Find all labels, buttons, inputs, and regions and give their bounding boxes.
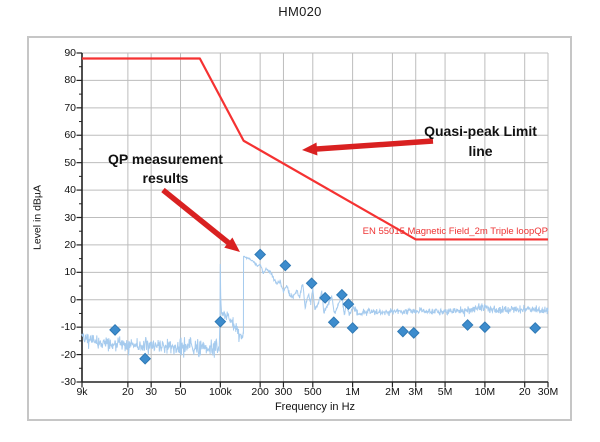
- annotation-quasi-peak-limit: Quasi-peak Limit line: [424, 123, 537, 159]
- y-tick-label: 80: [64, 74, 76, 87]
- x-tick-label: 50: [174, 386, 187, 398]
- x-tick-label: 5M: [437, 386, 453, 398]
- y-tick-label: 0: [70, 293, 76, 306]
- x-tick-label: 3M: [408, 386, 424, 398]
- x-tick-label: 30: [145, 386, 157, 398]
- y-tick-label: 90: [64, 47, 76, 59]
- x-tick-label: 20: [122, 386, 134, 398]
- y-tick-label: -10: [60, 321, 76, 334]
- x-tick-label: 300: [274, 386, 293, 398]
- x-tick-label: 2M: [385, 386, 400, 398]
- x-tick-label: 200: [251, 386, 269, 398]
- y-tick-label: -30: [60, 376, 76, 388]
- y-tick-label: 40: [64, 184, 76, 197]
- y-tick-label: 30: [64, 211, 76, 224]
- x-tick-label: 9k: [76, 386, 88, 398]
- annotation-qp-results: QP measurement results: [108, 151, 223, 186]
- y-tick-label: -20: [60, 348, 76, 361]
- limit-line-legend: EN 55015 Magnetic Field_2m Triple loopQP: [362, 226, 548, 237]
- y-tick-label: 50: [64, 156, 76, 169]
- x-tick-label: 1M: [345, 386, 360, 398]
- y-tick-label: 10: [64, 266, 76, 279]
- y-tick-label: 70: [64, 101, 76, 114]
- x-tick-label: 10M: [474, 386, 496, 398]
- x-tick-label: 500: [304, 386, 322, 398]
- y-tick-label: 60: [64, 129, 76, 142]
- x-axis-title: Frequency in Hz: [274, 401, 356, 413]
- x-tick-label: 20: [518, 386, 531, 398]
- chart-title: HM020: [278, 4, 322, 19]
- x-tick-label: 30M: [537, 386, 559, 398]
- x-tick-label: 100k: [208, 386, 232, 398]
- y-tick-label: 20: [64, 238, 76, 251]
